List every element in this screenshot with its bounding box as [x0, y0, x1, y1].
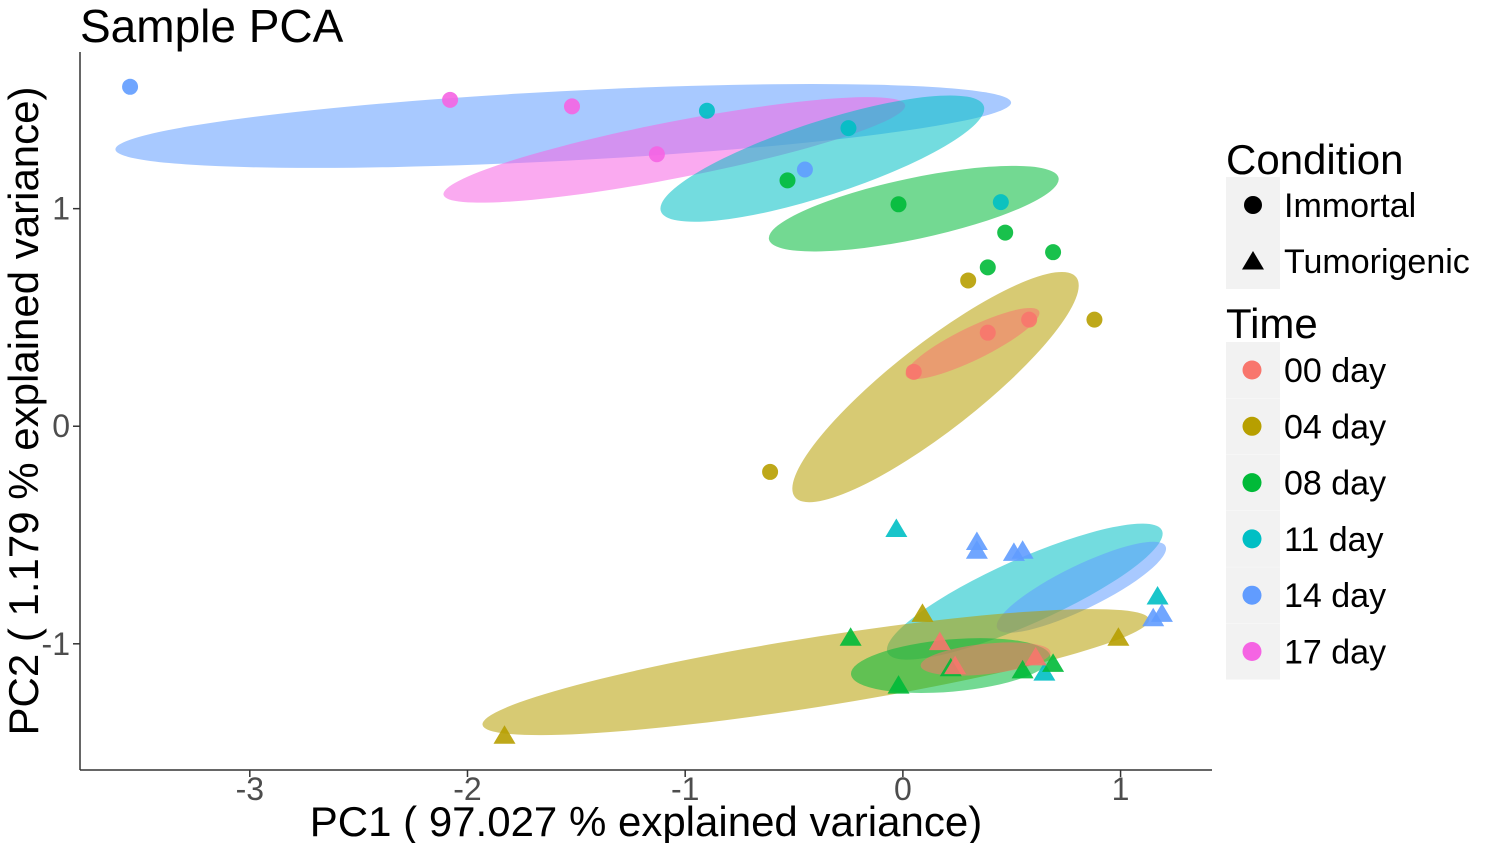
data-point-tumorigenic [1146, 585, 1169, 605]
legend-condition-title: Condition [1226, 136, 1403, 183]
data-point-immortal [796, 161, 813, 178]
data-point-immortal [960, 272, 977, 289]
data-point-tumorigenic [944, 655, 967, 675]
confidence-ellipse-14-day-tumorigenic [996, 541, 1167, 633]
legend-color-dot [1242, 416, 1262, 436]
confidence-ellipse-04-day-immortal [792, 271, 1079, 503]
data-point-immortal [1086, 311, 1103, 328]
confidence-ellipse-08-day-immortal [768, 165, 1059, 252]
data-point-immortal [698, 102, 715, 119]
data-point-immortal [992, 194, 1009, 211]
data-point-immortal [563, 98, 580, 115]
x-tick-label: -2 [453, 771, 481, 807]
legend-label: 08 day [1284, 465, 1386, 503]
legend-label: 00 day [1284, 352, 1386, 390]
data-point-immortal [648, 146, 665, 163]
point-layer [122, 78, 1173, 744]
data-point-tumorigenic [1024, 646, 1047, 666]
data-point-tumorigenic [493, 725, 516, 744]
data-point-tumorigenic [1011, 659, 1034, 679]
legend-color-dot [1242, 473, 1262, 493]
legend-triangle-icon [1242, 251, 1264, 270]
data-point-immortal [979, 259, 996, 276]
y-tick-label: 0 [52, 408, 70, 444]
x-ticks: -3 -2 -1 0 1 [236, 770, 1130, 807]
data-point-tumorigenic [965, 540, 988, 559]
legend-time-title: Time [1226, 300, 1318, 347]
chart-title: Sample PCA [80, 0, 344, 52]
legend-circle-icon [1244, 196, 1262, 214]
x-tick-label: -3 [236, 771, 264, 807]
data-point-tumorigenic [911, 603, 934, 622]
data-point-immortal [779, 172, 796, 189]
legend-label: 17 day [1284, 634, 1386, 672]
confidence-ellipse-04-day-tumorigenic [482, 609, 1150, 736]
confidence-ellipse-00-day-immortal [905, 307, 1040, 380]
x-tick-label: 0 [894, 771, 912, 807]
legend-times: 00 day 04 day 08 day 11 day 14 day 17 day [1226, 342, 1386, 680]
y-tick-label: 1 [52, 191, 70, 227]
legend-color-dot [1242, 529, 1262, 549]
legend-label: 11 day [1284, 521, 1384, 559]
ellipse-layer [115, 84, 1167, 736]
data-point-immortal [1045, 244, 1062, 261]
legend-label: Immortal [1284, 187, 1416, 225]
x-tick-label: 1 [1112, 771, 1130, 807]
data-point-immortal [442, 91, 459, 108]
legend-conditions: Immortal Tumorigenic [1226, 177, 1470, 289]
y-tick-label: -1 [42, 626, 70, 662]
data-point-immortal [890, 196, 907, 213]
data-point-immortal [122, 78, 139, 95]
data-point-immortal [905, 363, 922, 380]
plot-area [115, 78, 1173, 744]
data-point-tumorigenic [1011, 540, 1034, 559]
x-tick-label: -1 [671, 771, 699, 807]
data-point-immortal [762, 463, 779, 480]
data-point-tumorigenic [887, 675, 910, 694]
data-point-immortal [840, 120, 857, 137]
legend-color-dot [1242, 585, 1262, 605]
data-point-immortal [997, 224, 1014, 241]
legend-color-dot [1242, 642, 1262, 661]
data-point-immortal [1021, 311, 1038, 328]
x-axis-title: PC1 ( 97.027 % explained variance) [310, 798, 982, 843]
y-axis-title: PC2 ( 1.179 % explained variance) [0, 86, 47, 735]
legend-label: 04 day [1284, 408, 1386, 446]
data-point-tumorigenic [1042, 653, 1065, 672]
data-point-immortal [979, 324, 996, 341]
data-point-tumorigenic [885, 518, 908, 537]
legend-label: Tumorigenic [1284, 243, 1470, 281]
y-ticks: -1 0 1 [42, 191, 80, 662]
legend-color-dot [1242, 360, 1262, 380]
data-point-tumorigenic [1150, 603, 1173, 622]
legend-label: 14 day [1284, 577, 1386, 615]
data-point-tumorigenic [839, 627, 862, 646]
legend: Condition Immortal Tumorigenic Time 00 da… [1226, 136, 1470, 680]
data-point-tumorigenic [928, 631, 951, 651]
data-point-tumorigenic [1107, 627, 1130, 646]
confidence-ellipse-17-day-immortal [443, 97, 906, 203]
confidence-ellipse-11-day-immortal [660, 95, 985, 222]
